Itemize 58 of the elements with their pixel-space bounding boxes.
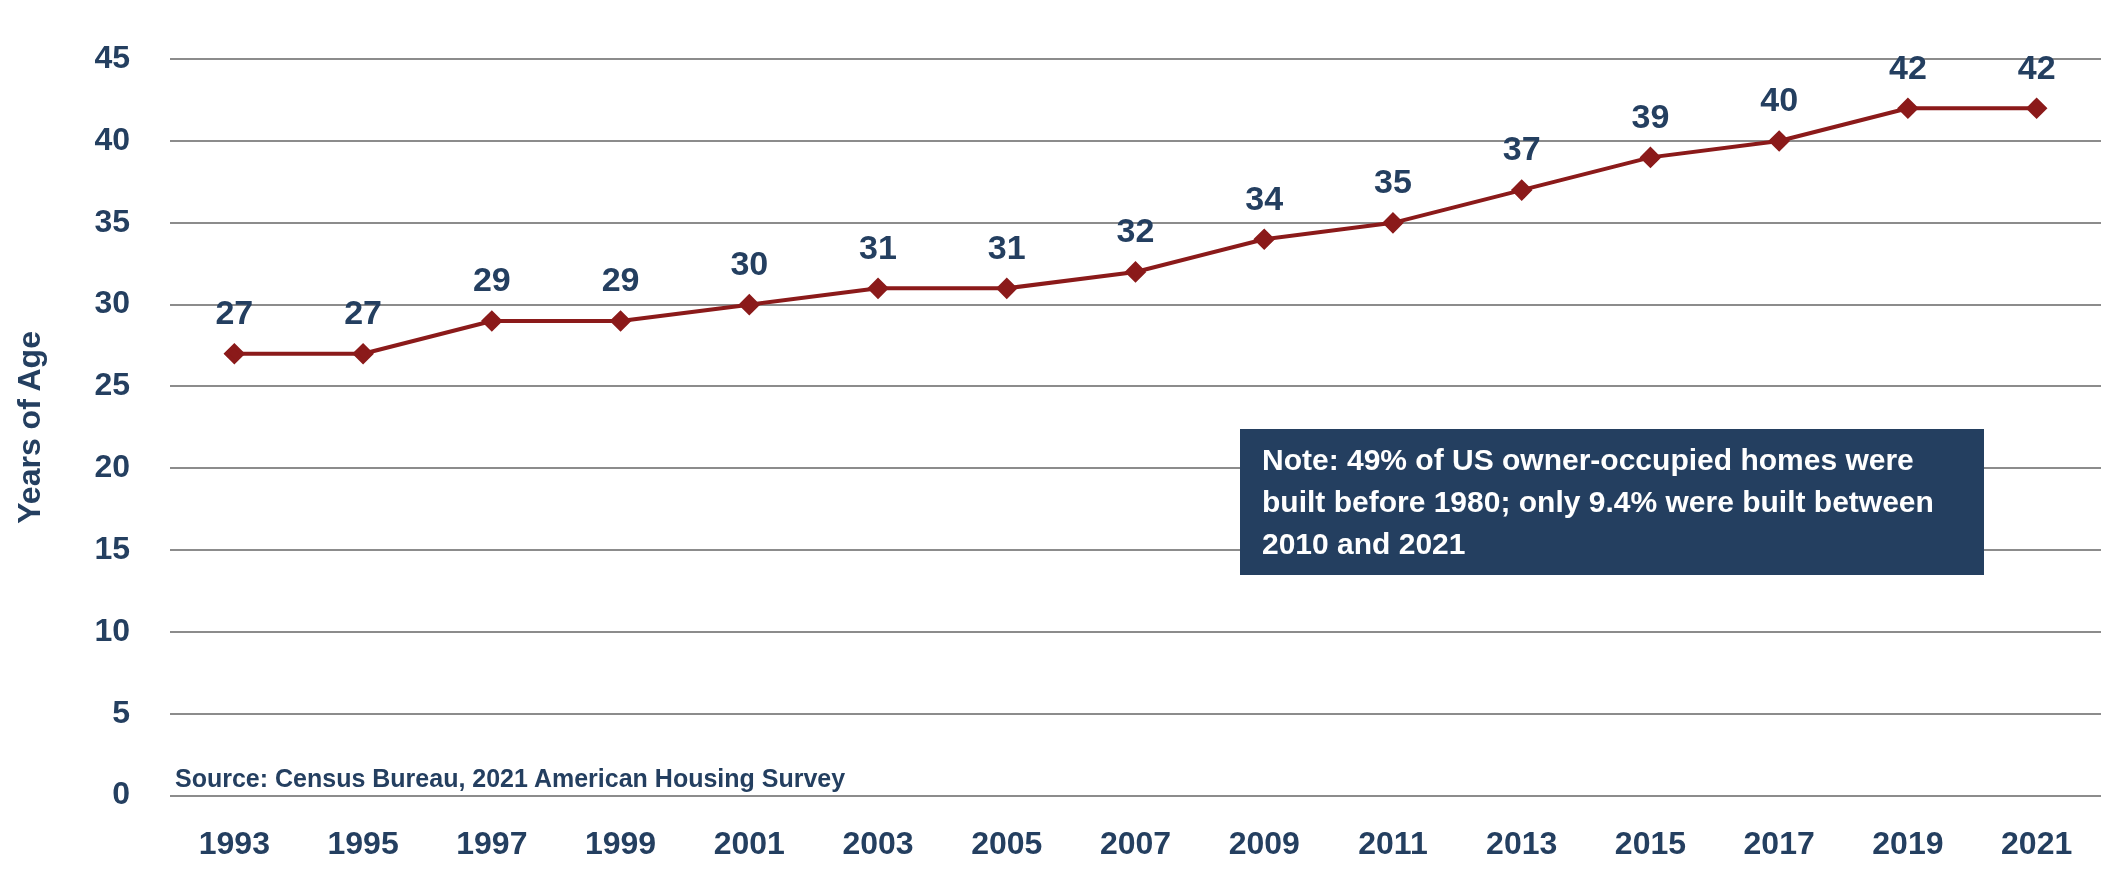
x-tick-label: 2011 bbox=[1358, 824, 1428, 861]
x-tick-label: 2009 bbox=[1228, 824, 1300, 861]
data-label: 39 bbox=[1631, 96, 1670, 135]
data-label: 27 bbox=[215, 293, 254, 332]
point bbox=[1382, 212, 1403, 233]
y-tick-label: 0 bbox=[112, 775, 130, 812]
x-tick-label: 2021 bbox=[2001, 824, 2073, 861]
y-tick-label: 20 bbox=[94, 448, 130, 485]
data-label: 32 bbox=[1116, 211, 1155, 250]
y-tick-label: 45 bbox=[94, 39, 130, 76]
point bbox=[1511, 180, 1532, 201]
point bbox=[2026, 98, 2047, 119]
point bbox=[481, 311, 502, 332]
point bbox=[224, 343, 245, 364]
x-tick-label: 2017 bbox=[1743, 824, 1815, 861]
y-tick-label: 35 bbox=[94, 202, 130, 239]
point bbox=[353, 343, 374, 364]
data-label: 40 bbox=[1760, 80, 1799, 119]
point bbox=[1254, 229, 1275, 250]
x-tick-label: 2003 bbox=[842, 824, 914, 861]
y-tick-label: 15 bbox=[94, 529, 130, 566]
x-tick-label: 1997 bbox=[456, 824, 528, 861]
data-label: 29 bbox=[601, 260, 640, 299]
point bbox=[1640, 147, 1661, 168]
data-label: 35 bbox=[1374, 162, 1412, 201]
y-axis-title: Years of Age bbox=[11, 331, 48, 524]
data-label: 27 bbox=[344, 293, 383, 332]
point bbox=[610, 311, 631, 332]
x-tick-label: 2007 bbox=[1099, 824, 1172, 861]
y-tick-label: 30 bbox=[94, 284, 130, 321]
point bbox=[739, 294, 760, 315]
data-label: 31 bbox=[987, 227, 1026, 266]
data-label: 37 bbox=[1502, 129, 1541, 168]
y-tick-label: 40 bbox=[94, 120, 130, 157]
data-label: 29 bbox=[472, 260, 511, 299]
x-tick-label: 2001 bbox=[713, 824, 785, 861]
y-tick-label: 5 bbox=[112, 693, 130, 730]
x-tick-label: 1993 bbox=[198, 824, 270, 861]
x-tick-label: 2019 bbox=[1872, 824, 1944, 861]
x-tick-label: 1995 bbox=[327, 824, 399, 861]
data-label: 34 bbox=[1245, 178, 1284, 217]
annotation: Note: 49% of US owner-occupied homes were built before 1980; only 9.4% were built between 2010 and 2021 bbox=[1240, 429, 1984, 575]
x-tick-label: 2015 bbox=[1614, 824, 1687, 861]
point bbox=[1125, 261, 1146, 282]
point bbox=[1769, 131, 1790, 152]
point bbox=[868, 278, 889, 299]
x-tick-label: 1999 bbox=[584, 824, 657, 861]
y-tick-label: 10 bbox=[94, 611, 130, 648]
y-tick-label: 25 bbox=[94, 366, 130, 403]
data-label: 42 bbox=[1888, 47, 1927, 86]
data-label: 30 bbox=[730, 244, 769, 283]
data-label: 31 bbox=[859, 227, 897, 266]
x-tick-label: 2005 bbox=[971, 824, 1043, 861]
point bbox=[1897, 98, 1918, 119]
annotation: Source: Census Bureau, 2021 American Housing Survey bbox=[175, 764, 846, 793]
x-tick-label: 2013 bbox=[1486, 824, 1558, 861]
data-label: 42 bbox=[2017, 47, 2056, 86]
point bbox=[996, 278, 1017, 299]
